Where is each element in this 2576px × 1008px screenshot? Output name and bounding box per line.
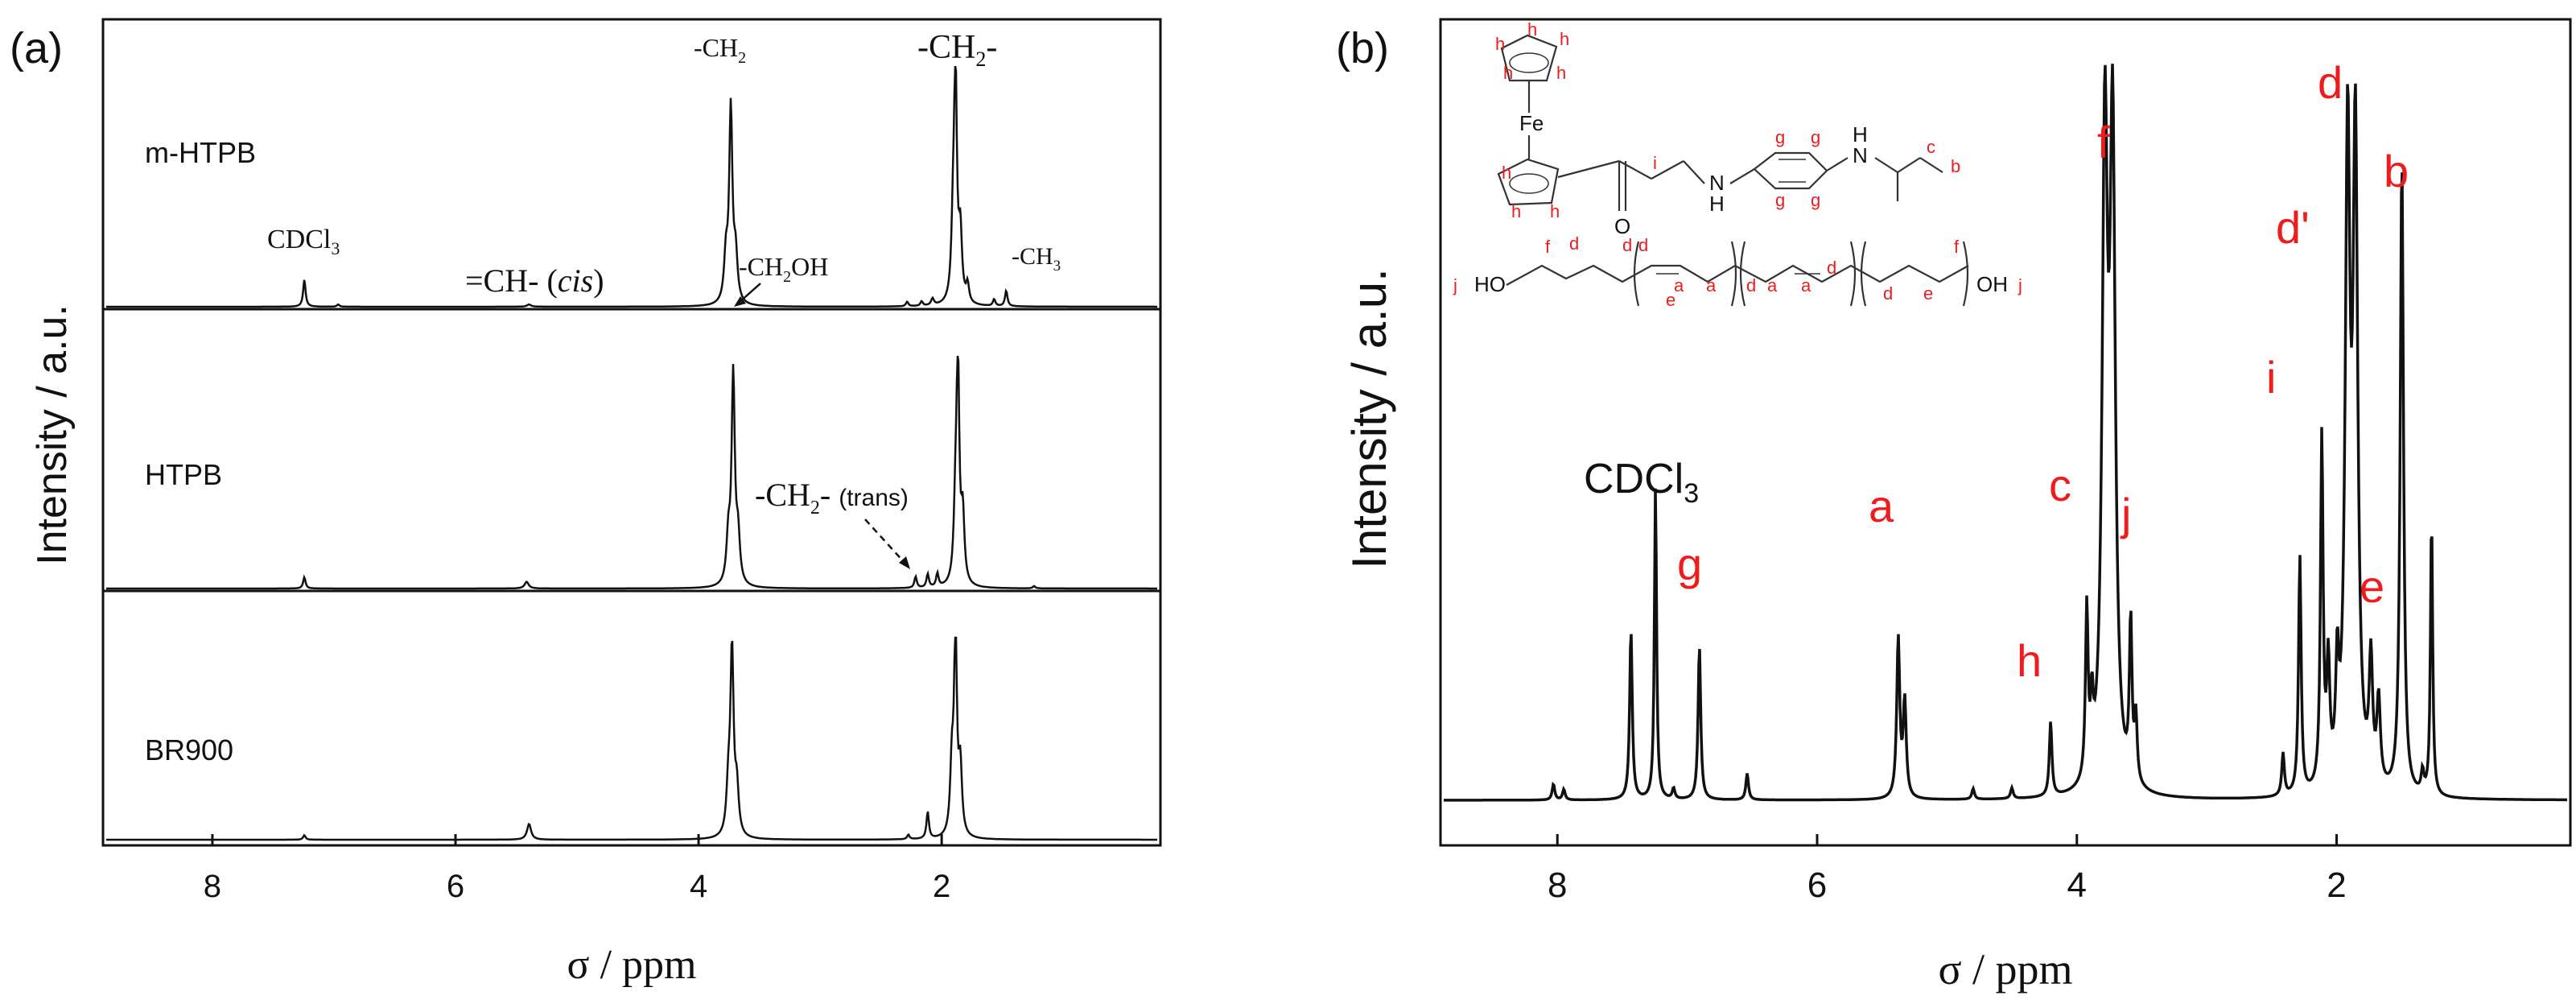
structure-letter: d: [1827, 258, 1836, 278]
structure-letter: h: [1556, 63, 1566, 83]
structure-letter: g: [1811, 127, 1820, 147]
x-tick-label: 6: [1807, 865, 1827, 905]
series-line-htpb: [106, 355, 1157, 590]
structure-letter: b: [1951, 156, 1960, 176]
structure-letter: g: [1775, 127, 1785, 147]
x-tick-label: 8: [204, 869, 221, 904]
series-label-m-htpb: m-HTPB: [145, 136, 256, 169]
panel-b-y-axis-label: Intensity / a.u.: [1342, 268, 1396, 569]
panel-b-frame: [1439, 18, 2572, 847]
structure-letter: j: [1453, 275, 1457, 295]
structure-letter: f: [1545, 237, 1551, 257]
panel-b-label: (b): [1336, 24, 1389, 72]
structure-letter: e: [1666, 290, 1675, 310]
x-tick-label: 4: [2067, 865, 2087, 905]
ferrocene-structure-inset: [1497, 34, 1969, 307]
panel-b-x-axis-label: σ / ppm: [1938, 945, 2072, 994]
panel-a-x-axis-label: σ / ppm: [567, 942, 697, 988]
annot-a-ch-cis: =CH- (cis): [465, 262, 604, 299]
series-label-br900: BR900: [145, 733, 233, 766]
annot-a-ch2oh: -CH2OH: [739, 252, 828, 286]
structure-letter: d: [1883, 283, 1893, 304]
peak-label-j: j: [2120, 489, 2131, 539]
structure-letter: h: [1495, 34, 1505, 54]
peak-label-a: a: [1869, 481, 1894, 531]
series-line-m-htpb: [106, 65, 1157, 308]
structure-letter: h: [1511, 201, 1521, 221]
peak-label-h: h: [2017, 635, 2042, 686]
annot-a-ch3: -CH3: [1012, 243, 1061, 275]
x-tick-label: 2: [933, 869, 950, 904]
peak-label-d: d: [2318, 57, 2343, 108]
annot-a-trans-arrowhead: [899, 556, 910, 569]
annot-a-ch2: -CH2: [694, 33, 746, 67]
peak-label-e: e: [2360, 561, 2384, 612]
structure-letter: j: [2018, 275, 2022, 295]
structure-letter: d: [1622, 235, 1632, 255]
x-tick-label: 2: [2327, 865, 2346, 905]
annot-a-ch2oh-arrowhead: [734, 296, 746, 307]
series-line-b: [1444, 64, 2567, 802]
structure-letter: a: [1767, 275, 1778, 295]
series-label-htpb: HTPB: [145, 458, 222, 491]
structure-letter: h: [1502, 163, 1511, 183]
annot-a-ch2-trans: -CH2- (trans): [755, 477, 909, 518]
annot-a-ch2-main: -CH2-: [917, 29, 997, 71]
structure-letter: g: [1775, 190, 1785, 210]
annot-a-cdcl3: CDCl3: [267, 225, 340, 258]
x-tick-label: 4: [690, 869, 707, 904]
structure-ho: HO: [1474, 272, 1506, 296]
peak-label-b: b: [2384, 146, 2409, 196]
peak-label-f: f: [2097, 117, 2110, 167]
structure-fe: Fe: [1519, 111, 1544, 135]
structure-letter: a: [1801, 275, 1811, 295]
structure-letter: d: [1569, 233, 1579, 254]
structure-letter: h: [1527, 19, 1537, 39]
peak-label-d-prime: d': [2276, 202, 2310, 253]
peak-label-g: g: [1677, 539, 1702, 589]
structure-letter: h: [1560, 29, 1569, 49]
peak-label-cdcl3: CDCl3: [1584, 456, 1699, 509]
structure-letter: h: [1550, 201, 1560, 221]
structure-letter: d: [1746, 275, 1756, 295]
structure-letter: i: [1653, 153, 1657, 173]
structure-oh: OH: [1976, 272, 2008, 296]
x-tick-label: 8: [1548, 865, 1567, 905]
structure-n2: N: [1853, 143, 1868, 167]
structure-letter: a: [1706, 275, 1717, 295]
structure-letter: f: [1954, 237, 1960, 257]
x-tick-label: 6: [447, 869, 464, 904]
structure-letter: a: [1674, 275, 1684, 295]
structure-letter: e: [1923, 283, 1933, 304]
structure-letter: d: [1638, 235, 1648, 255]
peak-label-i: i: [2266, 352, 2276, 403]
panel-a-frame: [101, 18, 1162, 847]
structure-letter: c: [1927, 137, 1935, 157]
structure-h1: H: [1709, 192, 1725, 216]
panel-a-y-axis-label: Intensity / a.u.: [29, 304, 76, 565]
structure-o: O: [1614, 214, 1630, 238]
structure-h2: H: [1853, 122, 1868, 147]
peak-label-c: c: [2049, 460, 2071, 510]
structure-letter: h: [1503, 63, 1513, 83]
panel-a-label: (a): [10, 24, 63, 72]
structure-n1: N: [1709, 171, 1725, 195]
structure-letter: g: [1811, 190, 1820, 210]
series-line-br900: [106, 636, 1157, 841]
panel-a-chart: 8 6 4 2 m-HTPB HTPB BR900 σ / ppm Intensity /…: [29, 18, 1162, 988]
annot-a-trans-arrow: [864, 518, 906, 564]
